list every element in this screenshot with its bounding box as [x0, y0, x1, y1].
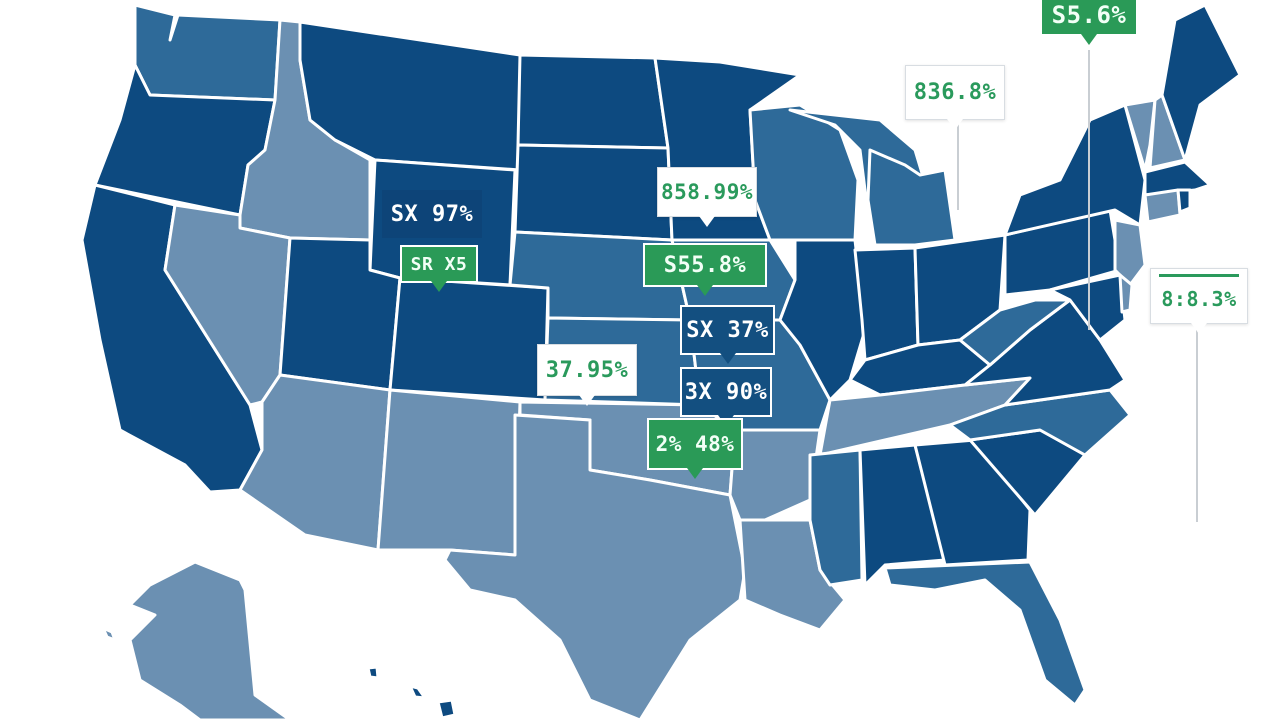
- callout-value: S55.8%: [663, 252, 747, 278]
- state-fl[interactable]: [883, 560, 1087, 707]
- state-wa[interactable]: [133, 3, 282, 102]
- callout-iowa[interactable]: S55.8%: [643, 243, 767, 296]
- callout-colorado-north[interactable]: SR X5: [400, 245, 478, 292]
- callout-atlantic[interactable]: 8:8.3%: [1150, 268, 1248, 334]
- callout-wyoming[interactable]: SX 97%: [382, 190, 482, 238]
- state-nm[interactable]: [376, 388, 522, 557]
- state-tx[interactable]: [443, 413, 747, 720]
- state-me[interactable]: [1160, 3, 1242, 162]
- callout-missouri-upper[interactable]: SX 37%: [680, 305, 775, 364]
- state-ct[interactable]: [1143, 188, 1182, 224]
- state-mi-lower[interactable]: [866, 148, 957, 247]
- callout-value: 858.99%: [660, 180, 753, 204]
- state-hi-1[interactable]: [366, 665, 380, 680]
- callout-value: SR X5: [410, 253, 468, 275]
- callout-value: 37.95%: [545, 357, 629, 383]
- state-ga[interactable]: [913, 438, 1032, 567]
- state-de[interactable]: [1118, 273, 1134, 314]
- callout-value: 3X 90%: [684, 379, 768, 405]
- callout-value: 836.8%: [913, 80, 997, 105]
- state-hi-2[interactable]: [408, 684, 427, 700]
- state-vt[interactable]: [1123, 98, 1157, 172]
- leader-line-atlantic: [1196, 322, 1198, 522]
- callout-oklahoma[interactable]: 2% 48%: [647, 418, 743, 479]
- callout-value: 8:8.3%: [1161, 287, 1237, 311]
- state-nj[interactable]: [1113, 218, 1147, 287]
- callout-accent-bar: [1159, 274, 1239, 277]
- state-ri[interactable]: [1176, 188, 1192, 214]
- state-nd[interactable]: [516, 53, 670, 150]
- callout-value: S5.6%: [1051, 1, 1127, 29]
- state-hi-3[interactable]: [436, 698, 457, 720]
- callout-value: SX 37%: [686, 317, 769, 343]
- state-az[interactable]: [238, 373, 392, 552]
- state-co[interactable]: [388, 276, 550, 402]
- state-ak-island1: [101, 626, 117, 642]
- state-ak[interactable]: [128, 560, 292, 720]
- leader-line-great-lakes: [957, 120, 959, 210]
- state-in[interactable]: [853, 246, 920, 362]
- callout-northeast-top[interactable]: S5.6%: [1040, 0, 1138, 45]
- callout-great-lakes[interactable]: 836.8%: [905, 65, 1005, 130]
- callout-minnesota[interactable]: 858.99%: [657, 167, 757, 227]
- state-ms[interactable]: [808, 448, 864, 587]
- state-ny[interactable]: [1003, 103, 1147, 237]
- state-sd[interactable]: [513, 143, 674, 242]
- state-md[interactable]: [1048, 273, 1127, 342]
- callout-value: 2% 48%: [655, 432, 735, 456]
- callout-missouri-lower[interactable]: 3X 90%: [680, 367, 772, 426]
- state-ar[interactable]: [728, 428, 822, 522]
- leader-line-northeast: [1088, 50, 1090, 330]
- callout-value: SX 97%: [390, 201, 474, 227]
- state-ma[interactable]: [1143, 160, 1212, 197]
- callout-kansas[interactable]: 37.95%: [537, 344, 637, 406]
